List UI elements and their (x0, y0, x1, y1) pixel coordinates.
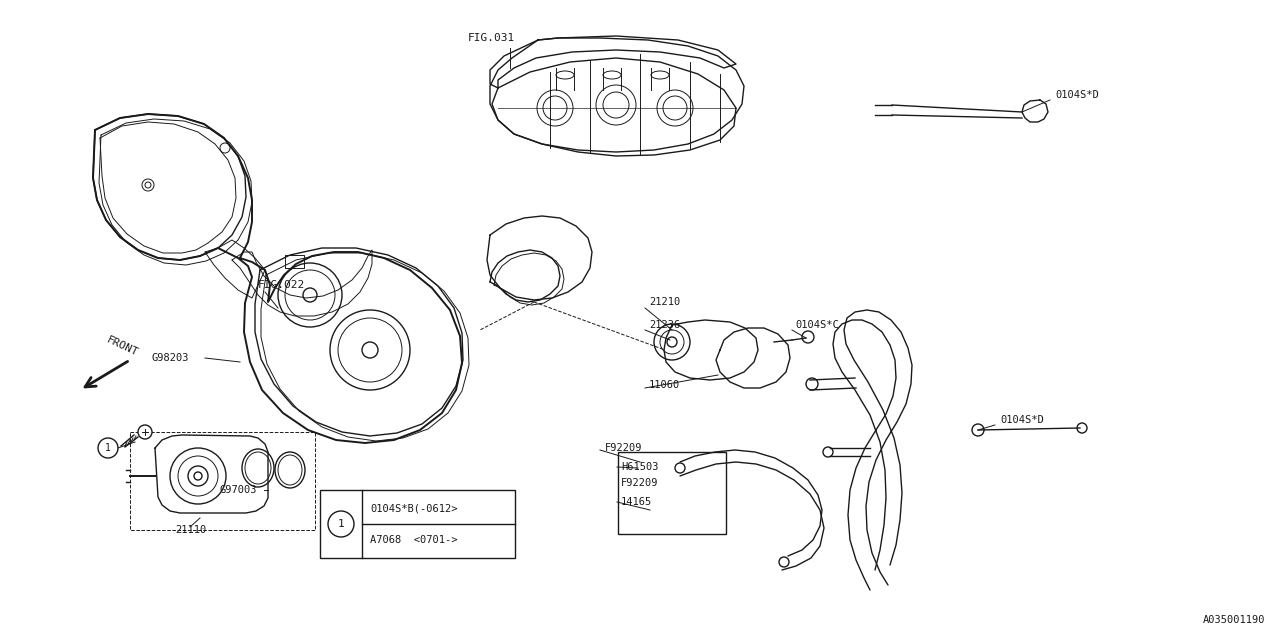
Text: 11060: 11060 (649, 380, 680, 390)
Circle shape (138, 425, 152, 439)
Text: F92209: F92209 (605, 443, 643, 453)
Text: A035001190: A035001190 (1202, 615, 1265, 625)
Text: H61503: H61503 (621, 462, 658, 472)
Circle shape (823, 447, 833, 457)
Text: 0104S*B(-0612>: 0104S*B(-0612> (370, 503, 457, 513)
Circle shape (1076, 423, 1087, 433)
Text: G97003: G97003 (220, 485, 257, 495)
Text: 21110: 21110 (175, 525, 206, 535)
Circle shape (675, 463, 685, 473)
Text: 1: 1 (105, 443, 111, 453)
Text: G98203: G98203 (152, 353, 189, 363)
Text: 1: 1 (338, 519, 344, 529)
Circle shape (780, 557, 788, 567)
Text: 0104S*D: 0104S*D (1055, 90, 1098, 100)
Text: 0104S*C: 0104S*C (795, 320, 838, 330)
Text: 21210: 21210 (649, 297, 680, 307)
Circle shape (972, 424, 984, 436)
Text: 21236: 21236 (649, 320, 680, 330)
Text: FIG.031: FIG.031 (468, 33, 516, 43)
Text: 14165: 14165 (621, 497, 653, 507)
Circle shape (803, 331, 814, 343)
Bar (320, 490, 515, 558)
Circle shape (806, 378, 818, 390)
Text: F92209: F92209 (621, 478, 658, 488)
Text: A7068  <0701->: A7068 <0701-> (370, 534, 457, 545)
Bar (618, 452, 726, 534)
Text: 0104S*D: 0104S*D (1000, 415, 1043, 425)
Bar (131, 432, 315, 530)
Text: FIG.022: FIG.022 (259, 280, 305, 290)
Text: FRONT: FRONT (105, 335, 140, 358)
